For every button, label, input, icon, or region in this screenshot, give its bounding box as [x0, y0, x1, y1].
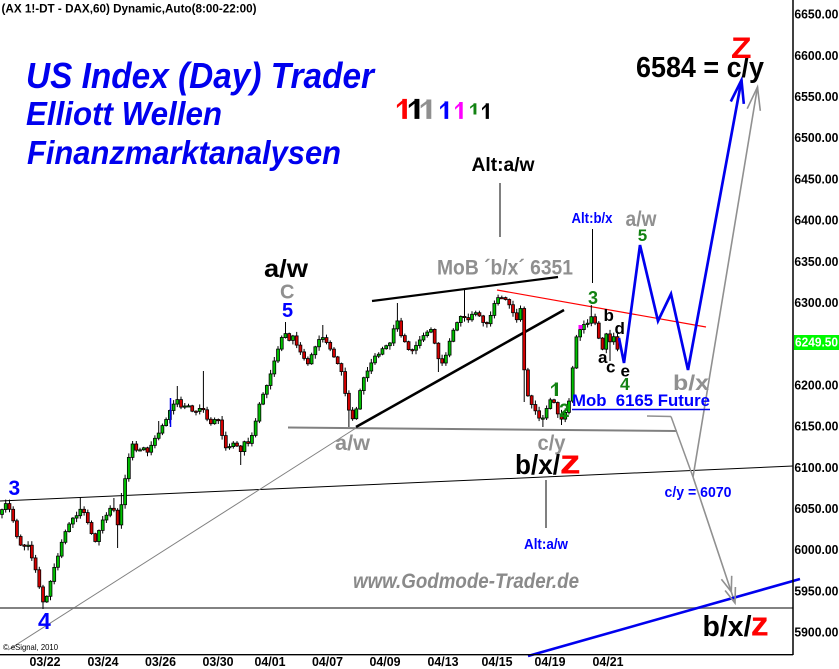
svg-text:a/w: a/w	[335, 432, 371, 455]
svg-text:b: b	[604, 306, 614, 325]
svg-text:MoB ´b/x´ 6351: MoB ´b/x´ 6351	[437, 257, 573, 280]
svg-text:03/24: 03/24	[88, 655, 119, 669]
svg-text:Alt:a/w: Alt:a/w	[472, 155, 535, 176]
svg-text:04/07: 04/07	[312, 655, 343, 669]
svg-text:6000.00: 6000.00	[794, 543, 838, 557]
svg-text:03/22: 03/22	[30, 655, 61, 669]
svg-text:US Index (Day) Trader: US Index (Day) Trader	[26, 55, 376, 96]
svg-text:c/y = 6070: c/y = 6070	[665, 484, 732, 501]
svg-text:2: 2	[559, 401, 570, 422]
svg-text:a/w: a/w	[626, 208, 658, 231]
svg-text:6050.00: 6050.00	[794, 502, 838, 516]
svg-text:6550.00: 6550.00	[794, 90, 838, 104]
svg-text:5: 5	[638, 226, 647, 245]
svg-text:Z: Z	[731, 32, 752, 65]
svg-text:6400.00: 6400.00	[794, 214, 838, 228]
svg-text:03/30: 03/30	[203, 655, 234, 669]
svg-text:5: 5	[282, 300, 293, 322]
svg-text:a: a	[598, 348, 608, 367]
svg-text:© eSignal, 2010: © eSignal, 2010	[3, 642, 58, 652]
svg-text:z: z	[751, 606, 769, 644]
svg-text:6200.00: 6200.00	[794, 378, 838, 392]
svg-text:4: 4	[620, 374, 630, 394]
svg-text:04/09: 04/09	[370, 655, 401, 669]
svg-text:d: d	[615, 319, 625, 338]
svg-text:6650.00: 6650.00	[794, 8, 838, 22]
svg-text:5950.00: 5950.00	[794, 584, 838, 598]
svg-text:Alt:a/w: Alt:a/w	[524, 536, 568, 553]
svg-text:c: c	[606, 358, 615, 377]
svg-text:6249.50: 6249.50	[795, 336, 838, 350]
svg-text:6300.00: 6300.00	[794, 296, 838, 310]
svg-text:03/26: 03/26	[145, 655, 176, 669]
svg-text:6584 = c/y: 6584 = c/y	[636, 52, 764, 84]
svg-text:04/21: 04/21	[593, 655, 624, 669]
svg-text:z: z	[560, 444, 581, 482]
svg-text:Finanzmarktanalysen: Finanzmarktanalysen	[27, 134, 341, 171]
svg-text:Mob 6165 Future: Mob 6165 Future	[572, 391, 710, 410]
svg-text:5900.00: 5900.00	[794, 626, 838, 640]
svg-text:4: 4	[38, 608, 51, 634]
svg-text:b/x: b/x	[673, 372, 709, 395]
svg-text:b/x/: b/x/	[703, 611, 752, 643]
svg-text:04/15: 04/15	[482, 655, 513, 669]
svg-text:e: e	[621, 362, 630, 381]
svg-text:04/13: 04/13	[428, 655, 459, 669]
svg-text:3: 3	[588, 288, 598, 308]
svg-text:04/01: 04/01	[255, 655, 286, 669]
svg-text:C: C	[280, 282, 294, 304]
svg-text:a/w: a/w	[264, 255, 309, 283]
svg-text:6500.00: 6500.00	[794, 131, 838, 145]
svg-text:Elliott Wellen: Elliott Wellen	[26, 95, 222, 132]
svg-text:www.Godmode-Trader.de: www.Godmode-Trader.de	[353, 570, 579, 593]
svg-text:3: 3	[9, 477, 21, 500]
svg-text:04/19: 04/19	[535, 655, 566, 669]
svg-text:c/y: c/y	[538, 432, 566, 455]
svg-text:6450.00: 6450.00	[794, 172, 838, 186]
svg-text:b/x/: b/x/	[515, 449, 560, 480]
svg-text:(AX 1!-DT - DAX,60) Dynamic,Au: (AX 1!-DT - DAX,60) Dynamic,Auto(8:00-22…	[2, 2, 257, 16]
svg-text:6150.00: 6150.00	[794, 420, 838, 434]
svg-text:Alt:b/x: Alt:b/x	[572, 210, 614, 227]
svg-text:6350.00: 6350.00	[794, 255, 838, 269]
svg-text:6100.00: 6100.00	[794, 461, 838, 475]
svg-text:6600.00: 6600.00	[794, 49, 838, 63]
